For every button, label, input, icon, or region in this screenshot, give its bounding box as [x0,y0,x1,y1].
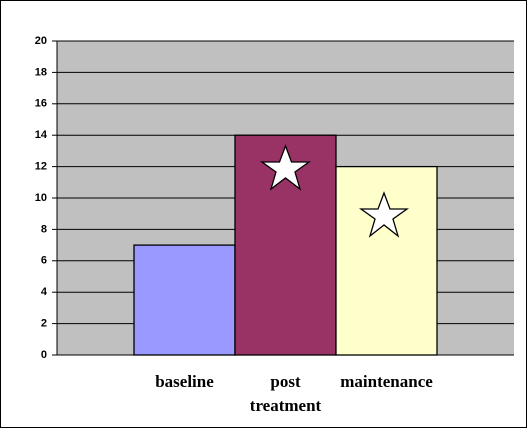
y-tick-label: 12 [35,161,47,173]
x-tick-label: maintenance [340,372,433,391]
y-tick-label: 6 [41,255,47,267]
y-tick-label: 8 [41,223,47,235]
y-tick-label: 18 [35,66,47,78]
y-tick-label: 14 [35,129,48,141]
y-tick-label: 0 [41,349,47,361]
bar [335,165,438,356]
x-tick-label: baseline [155,372,214,391]
y-tick-label: 10 [35,192,47,204]
x-tick-label: post treatment [249,372,322,415]
bar [133,244,236,356]
y-tick-label: 20 [35,35,47,47]
star [259,144,312,191]
y-tick-label: 16 [35,98,47,110]
y-tick-label: 2 [41,318,47,330]
star [358,191,410,238]
y-tick-label: 4 [41,286,48,298]
